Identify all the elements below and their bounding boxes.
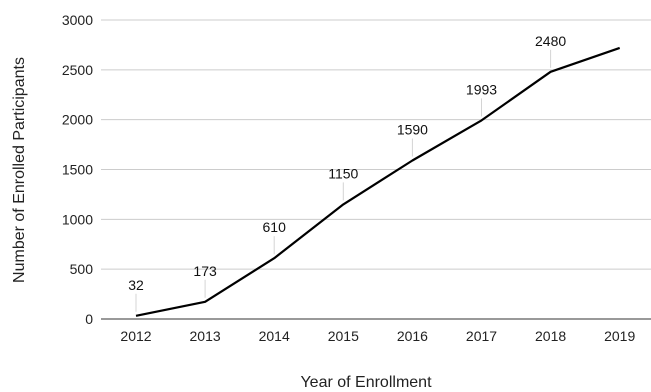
x-tick-label: 2019 (604, 328, 635, 344)
x-tick-label: 2015 (328, 328, 359, 344)
data-label-leaders (135, 49, 552, 312)
y-tick-label: 0 (85, 311, 93, 327)
x-tick-label: 2014 (259, 328, 290, 344)
x-tick-label: 2018 (535, 328, 566, 344)
x-axis-title: Year of Enrollment (300, 374, 432, 391)
x-tick-label: 2013 (190, 328, 221, 344)
x-tick-label: 2012 (120, 328, 151, 344)
series-line (135, 46, 621, 317)
y-tick-label: 1500 (62, 162, 93, 178)
data-label: 2480 (535, 33, 566, 49)
data-label: 1993 (466, 81, 497, 97)
y-axis-title: Number of Enrolled Participants (11, 57, 28, 283)
x-tick-label: 2016 (397, 328, 428, 344)
y-tick-label: 3000 (62, 12, 93, 28)
x-axis-ticks: 2012 2013 2014 2015 2016 2017 2018 2019 (120, 328, 635, 344)
y-tick-label: 2500 (62, 62, 93, 78)
data-label: 1590 (397, 122, 428, 138)
y-tick-label: 500 (70, 261, 94, 277)
data-label: 173 (193, 263, 217, 279)
y-tick-label: 1000 (62, 211, 93, 227)
data-label: 1150 (328, 165, 358, 181)
x-tick-label: 2017 (466, 328, 497, 344)
data-label: 32 (128, 277, 144, 293)
y-axis-ticks: 0 500 1000 1500 2000 2500 3000 (62, 12, 93, 327)
data-labels: 32 173 610 1150 1590 1993 2480 (128, 33, 566, 293)
gridlines (101, 19, 651, 320)
y-tick-label: 2000 (62, 112, 93, 128)
data-label: 610 (263, 219, 287, 235)
